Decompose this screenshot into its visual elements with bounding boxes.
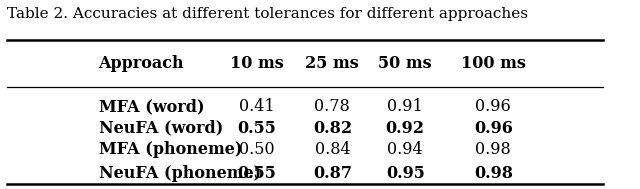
Text: 0.55: 0.55 (237, 119, 276, 136)
Text: 0.94: 0.94 (387, 141, 423, 158)
Text: 10 ms: 10 ms (230, 55, 284, 72)
Text: 0.91: 0.91 (387, 98, 423, 115)
Text: MFA (word): MFA (word) (99, 98, 204, 115)
Text: Table 2. Accuracies at different tolerances for different approaches: Table 2. Accuracies at different toleran… (8, 7, 529, 21)
Text: NeuFA (word): NeuFA (word) (99, 119, 223, 136)
Text: NeuFA (phoneme): NeuFA (phoneme) (99, 165, 260, 182)
Text: 0.92: 0.92 (386, 119, 425, 136)
Text: 0.82: 0.82 (313, 119, 352, 136)
Text: Approach: Approach (99, 55, 184, 72)
Text: 25 ms: 25 ms (305, 55, 359, 72)
Text: 0.55: 0.55 (237, 165, 276, 182)
Text: 0.84: 0.84 (314, 141, 350, 158)
Text: 0.95: 0.95 (386, 165, 425, 182)
Text: 100 ms: 100 ms (461, 55, 525, 72)
Text: 0.98: 0.98 (476, 141, 511, 158)
Text: 0.96: 0.96 (474, 119, 513, 136)
Text: 50 ms: 50 ms (378, 55, 432, 72)
Text: 0.98: 0.98 (474, 165, 513, 182)
Text: 0.78: 0.78 (314, 98, 350, 115)
Text: 0.41: 0.41 (239, 98, 275, 115)
Text: 0.50: 0.50 (239, 141, 275, 158)
Text: 0.96: 0.96 (476, 98, 511, 115)
Text: MFA (phoneme): MFA (phoneme) (99, 141, 242, 158)
Text: 0.87: 0.87 (313, 165, 352, 182)
